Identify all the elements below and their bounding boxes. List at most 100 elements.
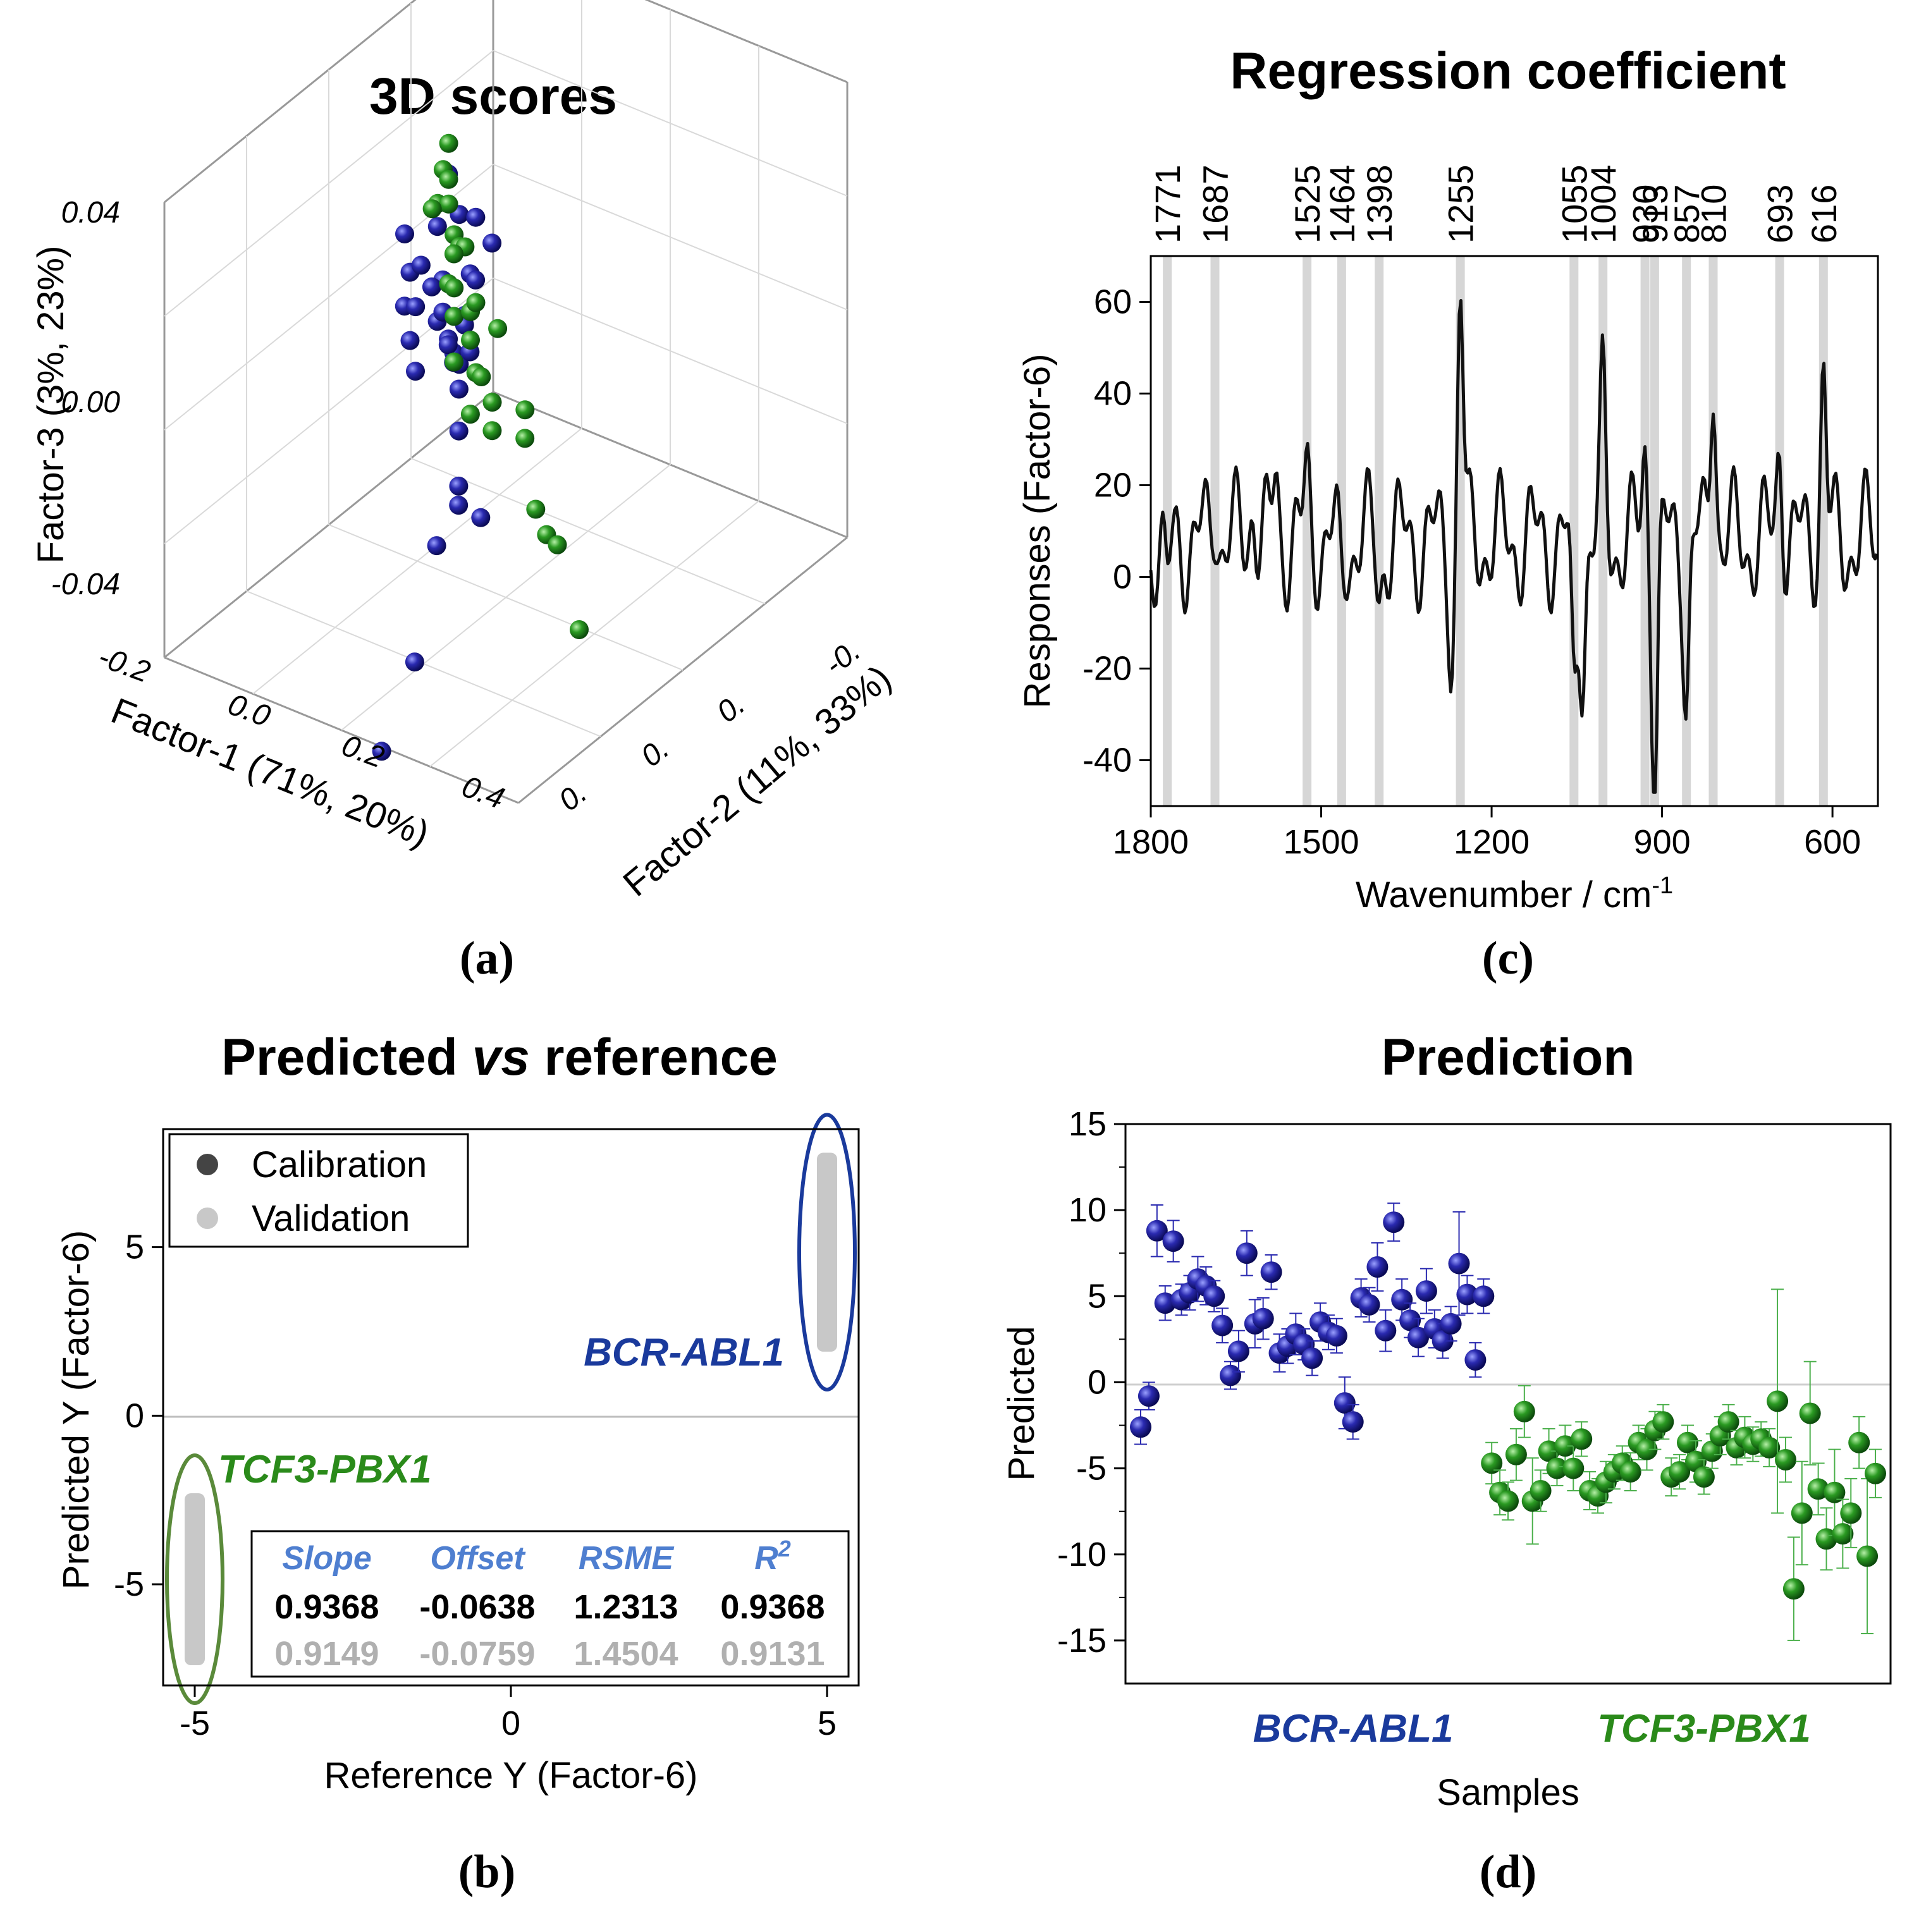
prediction-point-bcr-abl1	[1252, 1307, 1274, 1330]
chart-a-ztick-1: 0.00	[61, 386, 121, 419]
y-tick-label: 20	[1094, 467, 1132, 504]
chart-d-points	[1130, 1202, 1886, 1641]
chart-a-ztick-0: 0.04	[61, 196, 120, 229]
y-tick-label: 5	[125, 1228, 144, 1266]
chart-b-x-ticks: -5 0 5	[180, 1685, 837, 1742]
scatter-point-tcf3-pbx1	[461, 331, 480, 350]
y-tick-label: -10	[1057, 1536, 1107, 1574]
y-tick-label: -40	[1082, 742, 1132, 780]
peak-band	[1682, 256, 1691, 806]
prediction-point-tcf3-pbx1	[1840, 1502, 1862, 1524]
chart-a-xtick-3: 0.4	[458, 770, 509, 816]
chart-d-title: Prediction	[1382, 1029, 1635, 1086]
scatter-point-tcf3-pbx1	[445, 352, 464, 372]
group-outline	[165, 1453, 224, 1705]
prediction-point-tcf3-pbx1	[1693, 1466, 1715, 1488]
y-tick-label: -5	[1076, 1450, 1107, 1488]
scatter-point-tcf3-pbx1	[570, 620, 589, 639]
y-tick-label: 0	[1088, 1363, 1107, 1401]
x-tick-label: 1800	[1113, 823, 1189, 861]
stats-val-r2: 0.9131	[720, 1635, 825, 1673]
peak-label: 616	[1804, 185, 1844, 243]
prediction-point-bcr-abl1	[1211, 1314, 1234, 1336]
prediction-point-tcf3-pbx1	[1782, 1578, 1805, 1600]
prediction-point-bcr-abl1	[1407, 1326, 1429, 1348]
prediction-point-bcr-abl1	[1415, 1280, 1437, 1302]
scatter-point-tcf3-pbx1	[444, 244, 463, 264]
x-tick-label: 5	[818, 1704, 837, 1742]
stats-cal-rsme: 1.2313	[573, 1588, 678, 1626]
y-tick-label: 40	[1094, 375, 1132, 413]
x-tick-label: 900	[1634, 823, 1691, 861]
prediction-point-bcr-abl1	[1473, 1285, 1495, 1307]
peak-label: 1055	[1554, 164, 1594, 243]
scatter-point-bcr-abl1	[449, 421, 469, 441]
prediction-point-tcf3-pbx1	[1791, 1502, 1813, 1524]
scatter-point-tcf3-pbx1	[548, 535, 567, 554]
panel-a-3d-scores: 3D scores 0.04 0.00 -0.04 -0.2 0.0 0.2 0…	[30, 0, 899, 984]
prediction-point-bcr-abl1	[1456, 1283, 1478, 1305]
prediction-point-bcr-abl1	[1464, 1349, 1487, 1371]
scatter-point-bcr-abl1	[406, 297, 426, 317]
peak-label: 1004	[1583, 164, 1623, 243]
prediction-point-tcf3-pbx1	[1799, 1402, 1821, 1424]
chart-d-y-ticks: 15 10 5 0 -5 -10 -15	[1057, 1105, 1125, 1660]
peak-label: 857	[1667, 185, 1707, 243]
scatter-point-bcr-abl1	[405, 652, 424, 672]
prediction-point-tcf3-pbx1	[1832, 1523, 1854, 1545]
prediction-point-bcr-abl1	[1391, 1288, 1413, 1311]
scatter-point-bcr-abl1	[466, 270, 486, 290]
chart-a-gridlines	[164, 0, 848, 767]
prediction-point-tcf3-pbx1	[1530, 1480, 1552, 1501]
stats-header-rsme: RSME	[579, 1540, 675, 1577]
legend-validation-label: Validation	[252, 1198, 410, 1239]
x-tick-label: 0	[501, 1704, 520, 1742]
y-tick-label: 15	[1069, 1105, 1107, 1143]
prediction-point-bcr-abl1	[1220, 1364, 1241, 1386]
stats-cal-r2: 0.9368	[720, 1588, 825, 1626]
chart-d-group-tcf3-pbx1: TCF3-PBX1	[1597, 1707, 1811, 1751]
prediction-point-bcr-abl1	[1366, 1256, 1389, 1278]
chart-d-xlabel: Samples	[1437, 1772, 1579, 1813]
scatter-point-tcf3-pbx1	[439, 169, 458, 189]
prediction-point-bcr-abl1	[1154, 1292, 1176, 1314]
panel-label-b: (b)	[458, 1846, 515, 1898]
chart-b-xlabel: Reference Y (Factor-6)	[324, 1755, 698, 1796]
peak-label: 810	[1694, 185, 1734, 243]
scatter-point-tcf3-pbx1	[422, 199, 442, 219]
grid-line	[410, 458, 766, 604]
scatter-point-bcr-abl1	[449, 496, 469, 515]
chart-b-ylabel: Predicted Y (Factor-6)	[56, 1230, 97, 1589]
peak-label: 1398	[1359, 164, 1399, 243]
prediction-point-tcf3-pbx1	[1767, 1390, 1789, 1412]
prediction-point-bcr-abl1	[1227, 1340, 1249, 1362]
chart-b-title-part-1: vs	[472, 1029, 530, 1086]
stats-header-r2-sup: 2	[778, 1536, 791, 1562]
peak-label: 1255	[1441, 164, 1481, 243]
chart-a-ytick-3: 0.	[553, 776, 593, 817]
peak-band	[1303, 256, 1312, 806]
prediction-point-bcr-abl1	[1342, 1411, 1364, 1433]
prediction-point-tcf3-pbx1	[1856, 1545, 1879, 1567]
chart-d-frame	[1124, 1123, 1892, 1685]
prediction-point-bcr-abl1	[1383, 1211, 1405, 1233]
group-outline	[797, 1113, 857, 1391]
stats-val-rsme: 1.4504	[573, 1635, 678, 1673]
stats-cal-offset: -0.0638	[419, 1588, 535, 1626]
peak-label: 1464	[1322, 164, 1362, 243]
scatter-point-tcf3-pbx1	[445, 307, 464, 326]
chart-d-group-bcr-abl1: BCR-ABL1	[1253, 1707, 1454, 1751]
scatter-point-tcf3-pbx1	[515, 400, 535, 420]
chart-a-xtick-0: -0.2	[94, 640, 155, 689]
grid-line	[164, 50, 494, 317]
prediction-point-bcr-abl1	[1440, 1312, 1462, 1335]
stats-val-offset: -0.0759	[419, 1635, 535, 1673]
prediction-point-bcr-abl1	[1325, 1324, 1347, 1347]
peak-band	[1569, 256, 1579, 806]
prediction-point-bcr-abl1	[1301, 1347, 1323, 1369]
y-tick-label: -5	[114, 1565, 144, 1603]
scatter-point-bcr-abl1	[482, 233, 502, 253]
chart-a-ytick-2: 0.	[635, 731, 675, 773]
scatter-point-tcf3-pbx1	[439, 194, 458, 214]
grid-line	[341, 464, 671, 731]
